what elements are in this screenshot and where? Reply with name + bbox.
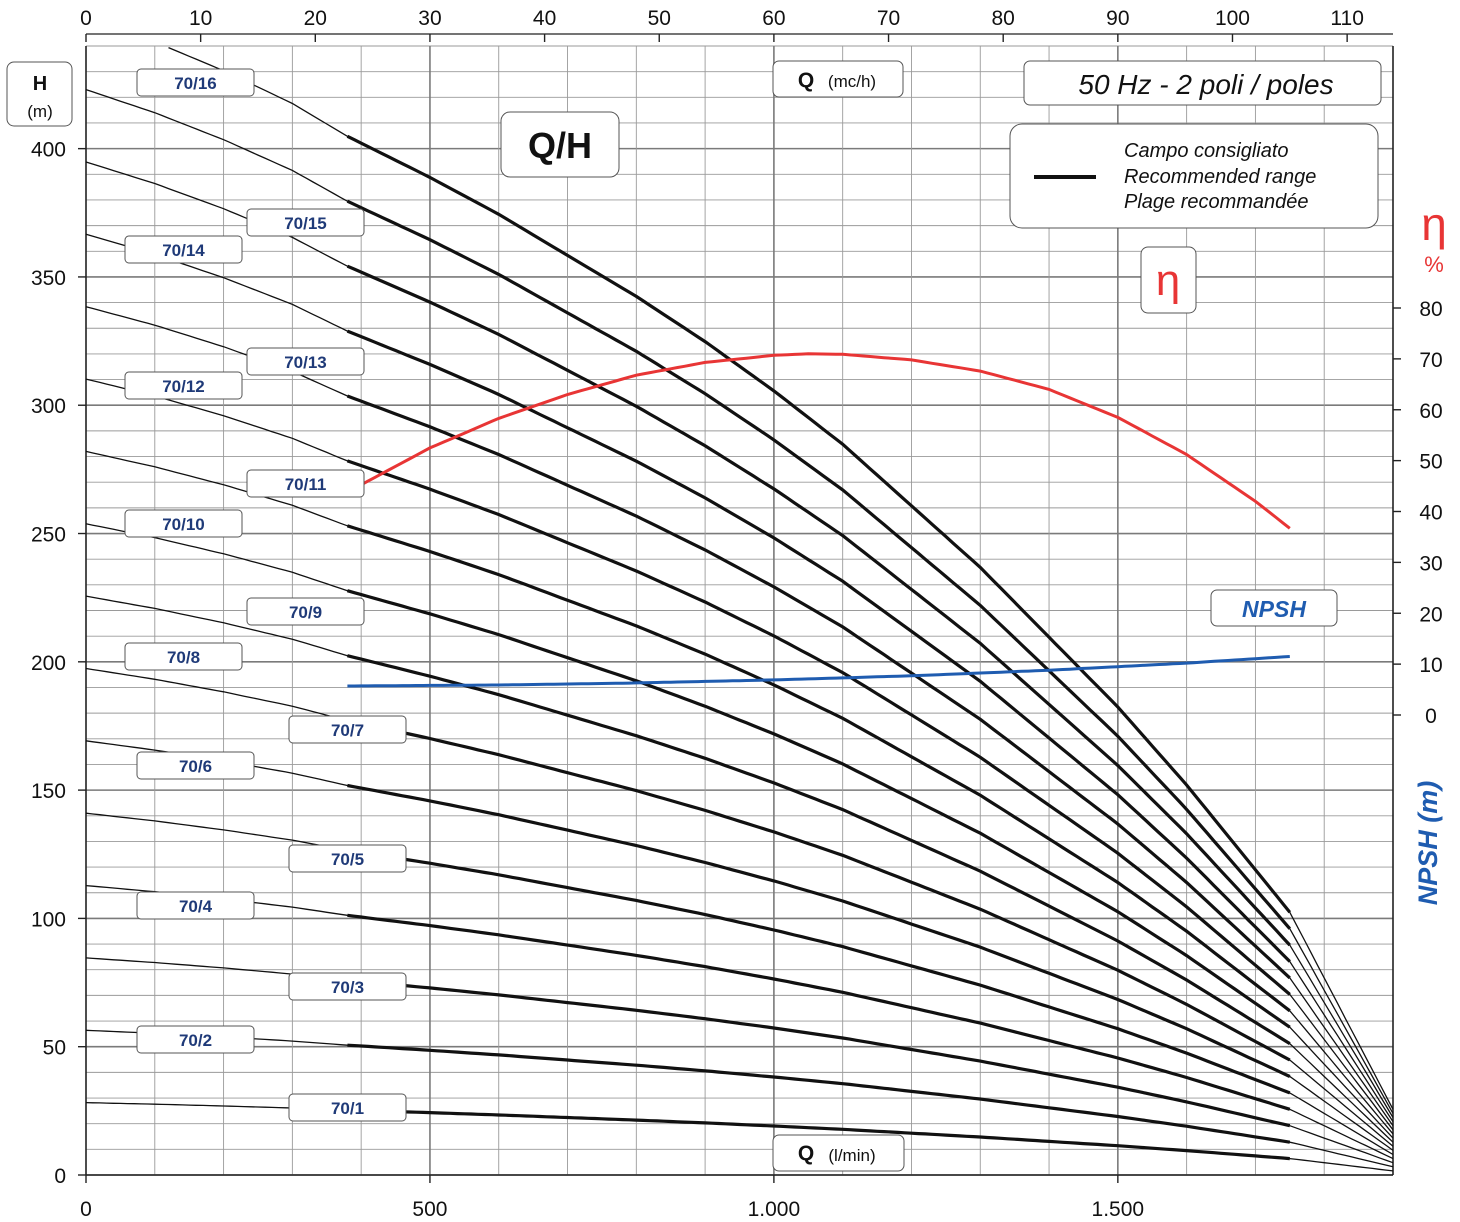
eta-tick-label: 50 bbox=[1419, 451, 1442, 474]
y-axis-title-symbol: H bbox=[33, 73, 47, 95]
x-bottom-axis-title-symbol: Q bbox=[798, 1142, 814, 1165]
pump-label-70-13: 70/13 bbox=[247, 348, 364, 375]
y-tick-label: 200 bbox=[31, 652, 66, 675]
x-top-axis-title: Q (mc/h) bbox=[773, 61, 903, 97]
x-bottom-tick-label: 1.000 bbox=[748, 1198, 801, 1221]
chart-title: Q/H bbox=[501, 112, 619, 177]
eta-axis-title-unit: % bbox=[1424, 252, 1444, 277]
y-axis-title-unit: (m) bbox=[27, 102, 52, 121]
x-top-tick-label: 20 bbox=[304, 7, 327, 30]
x-top-tick-label: 80 bbox=[992, 7, 1015, 30]
pump-label-70-3: 70/3 bbox=[289, 973, 406, 1000]
pump-label-text: 70/5 bbox=[331, 850, 364, 869]
eta-tick-label: 70 bbox=[1419, 349, 1442, 372]
pump-label-70-9: 70/9 bbox=[247, 598, 364, 625]
x-top-axis-title-symbol: Q bbox=[798, 69, 814, 92]
eta-tick-label: 0 bbox=[1425, 705, 1437, 728]
pump-label-text: 70/12 bbox=[162, 377, 205, 396]
y-tick-label: 0 bbox=[54, 1165, 66, 1188]
frequency-label: 50 Hz - 2 poli / poles bbox=[1024, 61, 1381, 105]
chart-title-text: Q/H bbox=[528, 125, 592, 166]
pump-label-70-11: 70/11 bbox=[247, 470, 364, 497]
x-top-tick-label: 60 bbox=[762, 7, 785, 30]
eta-tick-label: 30 bbox=[1419, 552, 1442, 575]
x-top-tick-label: 100 bbox=[1215, 7, 1250, 30]
y-tick-label: 400 bbox=[31, 139, 66, 162]
pump-label-70-12: 70/12 bbox=[125, 372, 242, 399]
eta-curve-label: η bbox=[1141, 247, 1196, 313]
pump-label-text: 70/15 bbox=[284, 214, 327, 233]
eta-tick-label: 10 bbox=[1419, 654, 1442, 677]
pump-label-70-2: 70/2 bbox=[137, 1026, 254, 1053]
eta-axis-title-symbol: η bbox=[1421, 198, 1447, 250]
x-bottom-tick-label: 500 bbox=[412, 1198, 447, 1221]
pump-label-70-8: 70/8 bbox=[125, 643, 242, 670]
x-top-tick-label: 90 bbox=[1106, 7, 1129, 30]
pump-label-text: 70/11 bbox=[285, 475, 327, 494]
x-top-tick-label: 40 bbox=[533, 7, 556, 30]
x-top-tick-label: 50 bbox=[648, 7, 671, 30]
legend-text-en: Recommended range bbox=[1124, 166, 1316, 188]
y-axis-title: H (m) bbox=[7, 62, 72, 126]
y-tick-label: 150 bbox=[31, 780, 66, 803]
x-top-tick-label: 0 bbox=[80, 7, 92, 30]
pump-label-70-15: 70/15 bbox=[247, 209, 364, 236]
y-tick-label: 250 bbox=[31, 524, 66, 547]
x-top-tick-label: 30 bbox=[418, 7, 441, 30]
eta-tick-label: 60 bbox=[1419, 400, 1442, 423]
x-top-tick-label: 70 bbox=[877, 7, 900, 30]
eta-tick-label: 40 bbox=[1419, 502, 1442, 525]
pump-label-text: 70/7 bbox=[331, 721, 364, 740]
pump-label-text: 70/1 bbox=[331, 1099, 364, 1118]
y-tick-label: 350 bbox=[31, 267, 66, 290]
x-top-tick-label: 110 bbox=[1330, 7, 1363, 30]
pump-label-70-6: 70/6 bbox=[137, 752, 254, 779]
pump-label-70-16: 70/16 bbox=[137, 69, 254, 96]
y-tick-label: 50 bbox=[43, 1037, 66, 1060]
pump-label-text: 70/4 bbox=[179, 897, 213, 916]
pump-label-text: 70/9 bbox=[289, 603, 322, 622]
y-tick-label: 100 bbox=[31, 908, 66, 931]
x-bottom-tick-label: 0 bbox=[80, 1198, 92, 1221]
eta-curve-label-text: η bbox=[1156, 256, 1180, 305]
legend: Campo consigliato Recommended range Plag… bbox=[1010, 124, 1378, 228]
pump-label-text: 70/3 bbox=[331, 978, 364, 997]
y-tick-label: 300 bbox=[31, 395, 66, 418]
pump-label-70-5: 70/5 bbox=[289, 845, 406, 872]
pump-label-70-4: 70/4 bbox=[137, 892, 254, 919]
npsh-axis-title: NPSH (m) bbox=[1413, 781, 1443, 906]
pump-label-text: 70/14 bbox=[162, 241, 205, 260]
pump-label-text: 70/16 bbox=[174, 74, 217, 93]
pump-label-70-7: 70/7 bbox=[289, 716, 406, 743]
pump-label-70-10: 70/10 bbox=[125, 510, 242, 537]
x-bottom-axis-title-unit: (l/min) bbox=[828, 1146, 875, 1165]
x-top-axis-title-unit: (mc/h) bbox=[828, 72, 876, 91]
npsh-curve-label: NPSH bbox=[1211, 590, 1337, 626]
eta-tick-label: 20 bbox=[1419, 603, 1442, 626]
x-bottom-axis-title: Q (l/min) bbox=[773, 1135, 904, 1171]
pump-label-70-14: 70/14 bbox=[125, 236, 242, 263]
x-top-tick-label: 10 bbox=[189, 7, 212, 30]
pump-label-text: 70/6 bbox=[179, 757, 212, 776]
npsh-curve-label-text: NPSH bbox=[1242, 596, 1306, 622]
x-bottom-tick-label: 1.500 bbox=[1092, 1198, 1145, 1221]
pump-label-text: 70/10 bbox=[162, 515, 205, 534]
frequency-label-text: 50 Hz - 2 poli / poles bbox=[1078, 69, 1333, 100]
pump-label-text: 70/13 bbox=[284, 353, 327, 372]
legend-text-it: Campo consigliato bbox=[1124, 140, 1289, 162]
pump-label-text: 70/2 bbox=[179, 1031, 212, 1050]
pump-label-text: 70/8 bbox=[167, 648, 200, 667]
legend-text-fr: Plage recommandée bbox=[1124, 191, 1309, 213]
eta-axis-title: η % bbox=[1421, 198, 1447, 277]
eta-tick-label: 80 bbox=[1419, 298, 1442, 321]
pump-label-70-1: 70/1 bbox=[289, 1094, 406, 1121]
